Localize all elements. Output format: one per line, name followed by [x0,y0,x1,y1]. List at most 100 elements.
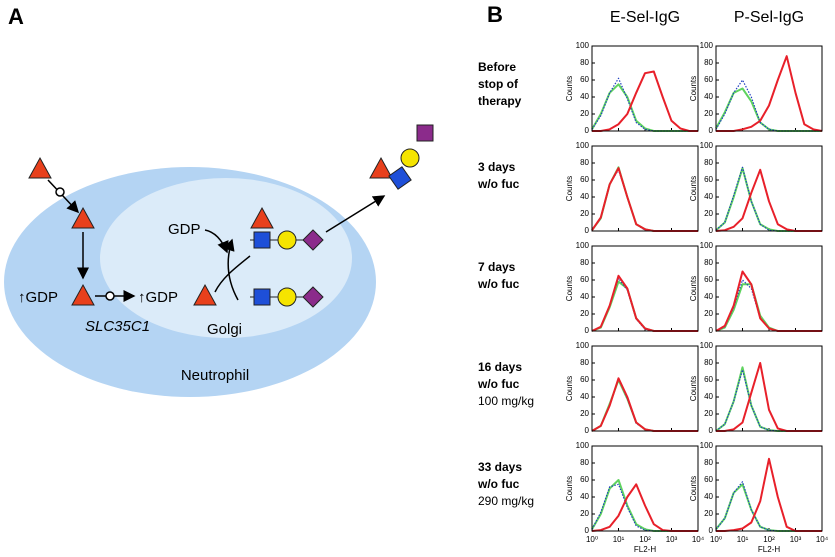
y-axis-label: Counts [565,376,574,401]
y-tick-label: 0 [585,326,590,335]
y-tick-label: 80 [580,58,589,67]
histogram-line [715,270,822,332]
x-tick-label: 10¹ [737,535,749,544]
y-tick-label: 0 [585,226,590,235]
x-tick-label: 10² [639,535,651,544]
y-tick-label: 60 [580,375,589,384]
y-tick-label: 0 [709,226,714,235]
y-tick-label: 60 [580,475,589,484]
glycans [28,124,434,308]
y-tick-label: 0 [709,126,714,135]
y-tick-label: 60 [704,375,713,384]
x-tick-label: 10⁴ [816,535,829,544]
x-axis-label: FL2-H [758,545,780,554]
plot-frame [591,345,699,432]
y-tick-label: 60 [704,75,713,84]
y-tick-label: 20 [580,109,589,118]
histogram-line [715,483,822,532]
histogram-line [715,279,822,332]
arrows [47,179,386,302]
plot-frame [715,245,823,332]
transporter: SLC35C1 [85,318,150,335]
gdp-fucose: ↑GDP [18,289,58,306]
panel-label: B [487,2,503,27]
y-tick-label: 100 [576,141,590,150]
histogram-line [591,379,698,432]
y-tick-label: 80 [580,258,589,267]
histogram-line [591,166,698,232]
y-tick-label: 40 [704,492,713,501]
x-tick-label: 10³ [790,535,802,544]
y-tick-label: 0 [709,326,714,335]
histogram-line [591,274,698,332]
y-tick-label: 100 [576,341,590,350]
y-axis-label: Counts [565,176,574,201]
y-tick-label: 80 [704,358,713,367]
histogram-line [716,457,822,532]
y-axis-label: Counts [689,76,698,101]
histograms: E-Sel-IgG P-Sel-IgG Before stop of therapy 3 … [477,9,829,554]
row-label: 7 days [478,260,516,274]
column-header: P-Sel-IgG [734,9,804,26]
x-tick-label: 10⁰ [710,535,722,544]
y-tick-label: 20 [704,309,713,318]
y-tick-label: 0 [709,526,714,535]
x-tick-label: 10⁰ [586,535,598,544]
y-tick-label: 20 [704,509,713,518]
plot-frame [715,445,823,532]
y-tick-label: 100 [576,441,590,450]
y-tick-label: 20 [704,209,713,218]
plot-frame [591,45,699,132]
row-label: w/o fuc [477,177,520,191]
y-tick-label: 100 [576,241,590,250]
golgi [100,178,352,338]
plot-frame [591,445,699,532]
histogram-line [591,277,698,332]
y-tick-label: 60 [580,275,589,284]
golgi-label: Golgi [207,321,242,338]
row-label: therapy [478,94,522,108]
y-tick-label: 40 [704,92,713,101]
column-header: E-Sel-IgG [610,9,680,26]
y-tick-label: 100 [700,141,714,150]
y-axis-label: Counts [565,276,574,301]
y-tick-label: 100 [700,241,714,250]
x-tick-label: 10⁴ [692,535,705,544]
panel-label: A [8,4,24,29]
dose-label: 100 mg/kg [478,394,534,408]
histogram-line [591,169,698,232]
x-axis-label: FL2-H [634,545,656,554]
histogram-line [716,362,822,432]
plot-frame [715,145,823,232]
row-label: 33 days [478,460,522,474]
histogram-line [715,369,822,432]
plot-frame [591,245,699,332]
y-tick-label: 100 [700,341,714,350]
row-label: Before [478,60,516,74]
histogram-line [715,481,822,532]
y-axis-label: Counts [565,76,574,101]
histogram-line [591,83,698,132]
y-axis-label: Counts [565,476,574,501]
y-axis-label: Counts [689,176,698,201]
plot-frame [715,345,823,432]
y-tick-label: 100 [700,441,714,450]
y-tick-label: 0 [709,426,714,435]
y-tick-label: 100 [700,41,714,50]
y-tick-label: 60 [580,175,589,184]
y-tick-label: 20 [580,209,589,218]
y-tick-label: 100 [576,41,590,50]
y-tick-label: 40 [704,392,713,401]
histogram-line [591,77,698,132]
plot-frame [715,45,823,132]
y-tick-label: 20 [580,309,589,318]
plot-frame [591,145,699,232]
row-label: w/o fuc [477,277,520,291]
y-tick-label: 60 [580,75,589,84]
y-tick-label: 20 [704,109,713,118]
row-label: 3 days [478,160,516,174]
y-tick-label: 0 [585,526,590,535]
dose-label: 290 mg/kg [478,494,534,508]
y-tick-label: 80 [580,158,589,167]
